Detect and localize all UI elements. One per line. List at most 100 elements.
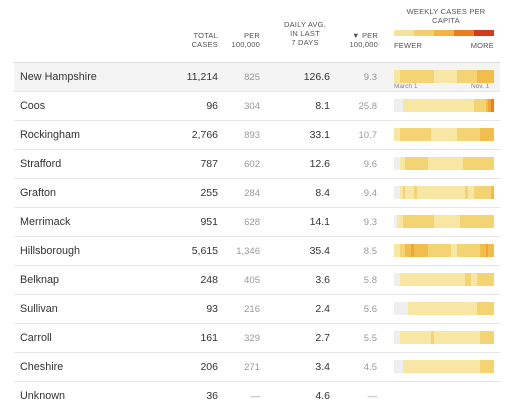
table-row[interactable]: Merrimack 951 628 14.1 9.3 — [14, 207, 500, 237]
sparkline-week-cell — [411, 244, 415, 257]
sparkline-week-cell — [445, 244, 449, 257]
table-row[interactable]: Carroll 161 329 2.7 5.5 — [14, 323, 500, 353]
sparkline-week-cell — [465, 302, 469, 315]
sparkline-week-cell — [491, 157, 495, 170]
header-daily-line2: IN LAST — [290, 29, 320, 38]
sparkline-week-cell — [416, 360, 420, 373]
sparkline-week-cell — [428, 331, 432, 344]
county-name: Carroll — [20, 332, 52, 344]
sparkline-week-cell — [448, 331, 452, 344]
header-per7-line2[interactable]: 100,000 — [349, 40, 378, 49]
sparkline-week-cell — [422, 128, 426, 141]
table-row[interactable]: Strafford 787 602 12.6 9.6 — [14, 149, 500, 179]
sparkline-week-cell — [451, 157, 455, 170]
sparkline-week-cell — [416, 186, 420, 199]
header-per-100k: PER 100,000 — [220, 31, 260, 49]
table-row[interactable]: Rockingham 2,766 893 33.1 10.7 — [14, 120, 500, 150]
sparkline-week-cell — [431, 128, 435, 141]
county-name: Belknap — [20, 274, 60, 286]
state-row[interactable]: New Hampshire 11,214 825 126.6 9.3 March 1 Nov… — [14, 62, 500, 92]
sparkline-week-cell — [402, 215, 406, 228]
sparkline-week-cell — [422, 273, 426, 286]
daily-per-100k: 9.4 — [363, 188, 377, 199]
sparkline-week-cell — [394, 99, 397, 112]
header-per-line1: PER — [243, 31, 260, 40]
sparkline-week-cell — [408, 128, 412, 141]
table-row[interactable]: Grafton 255 284 8.4 9.4 — [14, 178, 500, 208]
header-per7-line1[interactable]: ▼ PER — [352, 31, 378, 40]
sparkline-week-cell — [462, 157, 466, 170]
sparkline-week-cell — [482, 215, 486, 228]
sparkline-week-cell — [434, 215, 437, 228]
table-row[interactable]: Hillsborough 5,615 1,346 35.4 8.5 — [14, 236, 500, 266]
sparkline-week-cell — [462, 186, 466, 199]
sparkline-week-cell — [411, 302, 415, 315]
table-row[interactable]: Sullivan 93 216 2.4 5.6 — [14, 294, 500, 324]
sparkline-week-cell — [428, 302, 432, 315]
sparkline-week-cell — [479, 128, 483, 141]
sparkline-week-cell — [436, 360, 440, 373]
sparkline-week-cell — [414, 331, 417, 344]
sparkline-week-cell — [471, 215, 475, 228]
sparkline-week-cell — [425, 157, 429, 170]
sparkline-week-cell — [431, 302, 435, 315]
sparkline-week-cell — [422, 360, 426, 373]
sparkline-week-cell — [479, 331, 483, 344]
sparkline-week-cell — [468, 273, 472, 286]
sparkline-week-cell — [482, 360, 486, 373]
sparkline-week-cell — [456, 360, 460, 373]
legend-swatch — [434, 30, 454, 36]
weekly-cases-sparkline — [394, 302, 495, 315]
sparkline-week-cell — [439, 157, 443, 170]
sparkline-week-cell — [471, 302, 475, 315]
sparkline-week-cell — [474, 157, 477, 170]
sparkline-week-cell — [396, 70, 400, 83]
table-row[interactable]: Belknap 248 405 3.6 5.8 — [14, 265, 500, 295]
table-row[interactable]: Coos 96 304 8.1 25.8 — [14, 91, 500, 121]
sparkline-week-cell — [416, 215, 420, 228]
sparkline-week-cell — [408, 70, 412, 83]
sparkline-week-cell — [445, 302, 449, 315]
header-total-line1: TOTAL — [193, 31, 218, 40]
sparkline-week-cell — [442, 186, 446, 199]
sparkline-week-cell — [399, 215, 403, 228]
sparkline-week-cell — [479, 360, 483, 373]
sparkline-week-cell — [471, 331, 475, 344]
sparkline-week-cell — [485, 157, 489, 170]
sparkline-week-cell — [431, 186, 435, 199]
sparkline-week-cell — [462, 128, 466, 141]
sparkline-week-cell — [416, 157, 420, 170]
sparkline-week-cell — [488, 186, 492, 199]
sparkline-week-cell — [474, 186, 477, 199]
total-cases: 36 — [206, 390, 218, 402]
sparkline-week-cell — [394, 70, 397, 83]
sparkline-week-cell — [416, 99, 420, 112]
table-row[interactable]: Cheshire 206 271 3.4 4.5 — [14, 352, 500, 382]
sparkline-week-cell — [439, 99, 443, 112]
sparkline-week-cell — [488, 215, 492, 228]
sparkline-week-cell — [488, 70, 492, 83]
sparkline-week-cell — [405, 244, 409, 257]
sparkline-week-cell — [434, 128, 437, 141]
daily-average: 8.4 — [315, 187, 330, 199]
table-row[interactable]: Unknown 36 — 4.6 — — [14, 381, 500, 411]
sparkline-week-cell — [405, 70, 409, 83]
sparkline-week-cell — [448, 360, 452, 373]
sparkline-week-cell — [456, 215, 460, 228]
sparkline-week-cell — [436, 331, 440, 344]
sparkline-week-cell — [428, 99, 432, 112]
sparkline-week-cell — [402, 157, 406, 170]
sparkline-week-cell — [434, 360, 437, 373]
sparkline-week-cell — [459, 70, 463, 83]
daily-per-100k: 5.6 — [363, 304, 377, 315]
sparkline-week-cell — [414, 157, 417, 170]
sparkline-week-cell — [405, 157, 409, 170]
sparkline-week-cell — [476, 70, 480, 83]
sparkline-week-cell — [459, 244, 463, 257]
daily-average: 2.4 — [315, 303, 330, 315]
sparkline-week-cell — [462, 70, 466, 83]
sparkline-week-cell — [399, 244, 403, 257]
daily-per-100k: 10.7 — [358, 130, 378, 141]
header-sort-per-100k[interactable]: ▼ PER 100,000 — [336, 31, 378, 49]
legend-fewer-label: FEWER — [394, 41, 423, 50]
